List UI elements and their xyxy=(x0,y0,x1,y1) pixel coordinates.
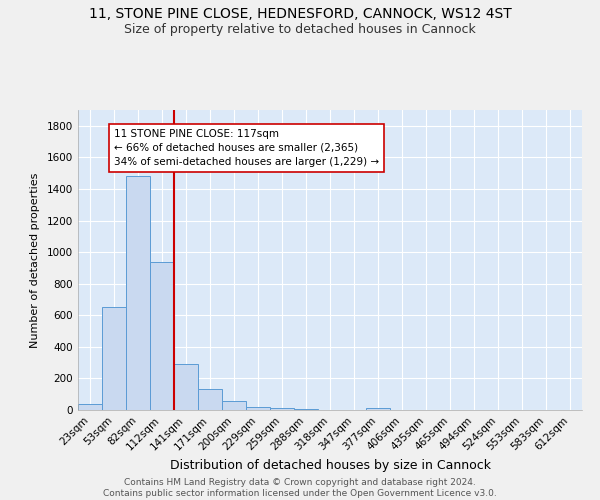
Bar xyxy=(102,308,126,410)
Bar xyxy=(174,364,198,410)
Text: Size of property relative to detached houses in Cannock: Size of property relative to detached ho… xyxy=(124,22,476,36)
Bar xyxy=(294,409,318,410)
Bar xyxy=(270,408,294,410)
Bar xyxy=(78,404,102,410)
Text: 11, STONE PINE CLOSE, HEDNESFORD, CANNOCK, WS12 4ST: 11, STONE PINE CLOSE, HEDNESFORD, CANNOC… xyxy=(89,8,511,22)
Bar xyxy=(126,176,150,410)
Bar xyxy=(150,262,174,410)
Text: 11 STONE PINE CLOSE: 117sqm
← 66% of detached houses are smaller (2,365)
34% of : 11 STONE PINE CLOSE: 117sqm ← 66% of det… xyxy=(114,129,379,167)
Y-axis label: Number of detached properties: Number of detached properties xyxy=(30,172,40,348)
X-axis label: Distribution of detached houses by size in Cannock: Distribution of detached houses by size … xyxy=(170,458,491,471)
Bar xyxy=(198,390,222,410)
Bar xyxy=(246,407,270,410)
Text: Contains HM Land Registry data © Crown copyright and database right 2024.
Contai: Contains HM Land Registry data © Crown c… xyxy=(103,478,497,498)
Bar xyxy=(366,408,390,410)
Bar xyxy=(222,400,246,410)
